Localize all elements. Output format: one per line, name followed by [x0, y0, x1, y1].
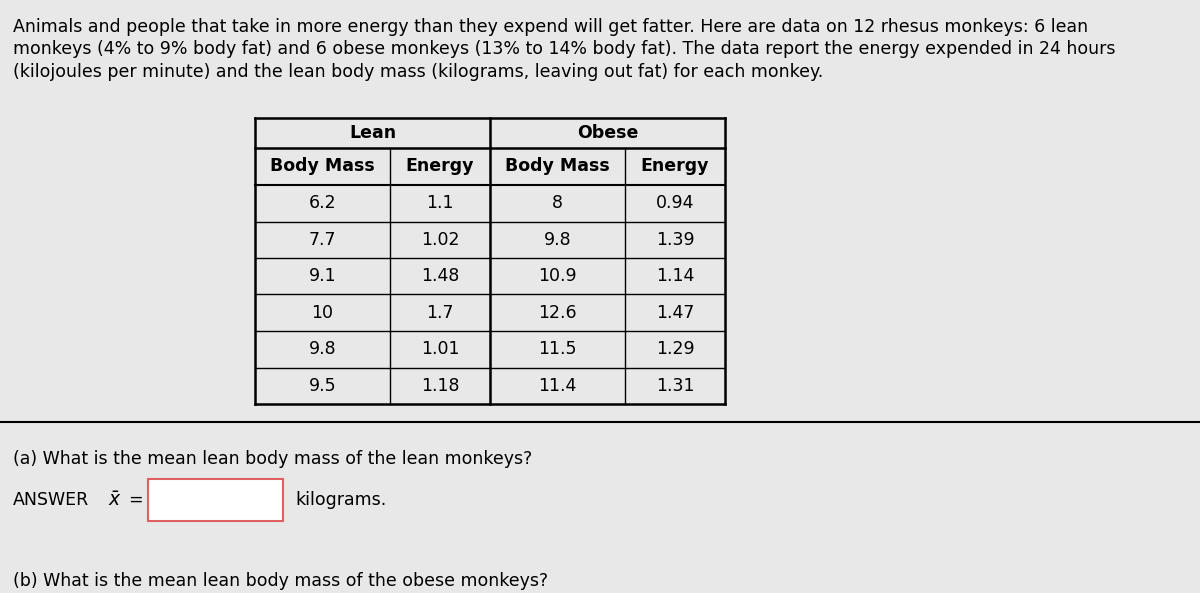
Text: 9.5: 9.5	[308, 377, 336, 395]
Text: Animals and people that take in more energy than they expend will get fatter. He: Animals and people that take in more ene…	[13, 18, 1088, 36]
Text: 1.7: 1.7	[426, 304, 454, 322]
Text: 12.6: 12.6	[538, 304, 577, 322]
Text: 1.48: 1.48	[421, 267, 460, 285]
Text: $\bar{x}$: $\bar{x}$	[108, 490, 121, 509]
Text: (kilojoules per minute) and the lean body mass (kilograms, leaving out fat) for : (kilojoules per minute) and the lean bod…	[13, 63, 823, 81]
FancyBboxPatch shape	[148, 479, 283, 521]
Text: Body Mass: Body Mass	[270, 158, 374, 176]
Text: 1.18: 1.18	[421, 377, 460, 395]
Text: 6.2: 6.2	[308, 195, 336, 212]
Text: kilograms.: kilograms.	[295, 491, 386, 509]
Text: 11.5: 11.5	[539, 340, 577, 358]
Text: 1.14: 1.14	[656, 267, 694, 285]
Text: 9.1: 9.1	[308, 267, 336, 285]
Text: 9.8: 9.8	[308, 340, 336, 358]
Text: 0.94: 0.94	[655, 195, 695, 212]
Text: Lean: Lean	[349, 124, 396, 142]
Text: Body Mass: Body Mass	[505, 158, 610, 176]
Text: =: =	[128, 491, 143, 509]
Text: 1.02: 1.02	[421, 231, 460, 248]
Text: Obese: Obese	[577, 124, 638, 142]
Text: 1.31: 1.31	[655, 377, 695, 395]
Text: Energy: Energy	[641, 158, 709, 176]
Text: 1.01: 1.01	[421, 340, 460, 358]
Text: 8: 8	[552, 195, 563, 212]
Text: ANSWER: ANSWER	[13, 491, 89, 509]
Text: 7.7: 7.7	[308, 231, 336, 248]
Text: 1.47: 1.47	[656, 304, 694, 322]
Text: 1.29: 1.29	[655, 340, 695, 358]
Text: 11.4: 11.4	[539, 377, 577, 395]
Text: 10.9: 10.9	[538, 267, 577, 285]
Text: 10: 10	[312, 304, 334, 322]
Text: monkeys (4% to 9% body fat) and 6 obese monkeys (13% to 14% body fat). The data : monkeys (4% to 9% body fat) and 6 obese …	[13, 40, 1116, 59]
Text: 1.1: 1.1	[426, 195, 454, 212]
Text: 1.39: 1.39	[655, 231, 695, 248]
Text: Energy: Energy	[406, 158, 474, 176]
Text: 9.8: 9.8	[544, 231, 571, 248]
Text: (b) What is the mean lean body mass of the obese monkeys?: (b) What is the mean lean body mass of t…	[13, 572, 548, 590]
Text: (a) What is the mean lean body mass of the lean monkeys?: (a) What is the mean lean body mass of t…	[13, 450, 533, 468]
